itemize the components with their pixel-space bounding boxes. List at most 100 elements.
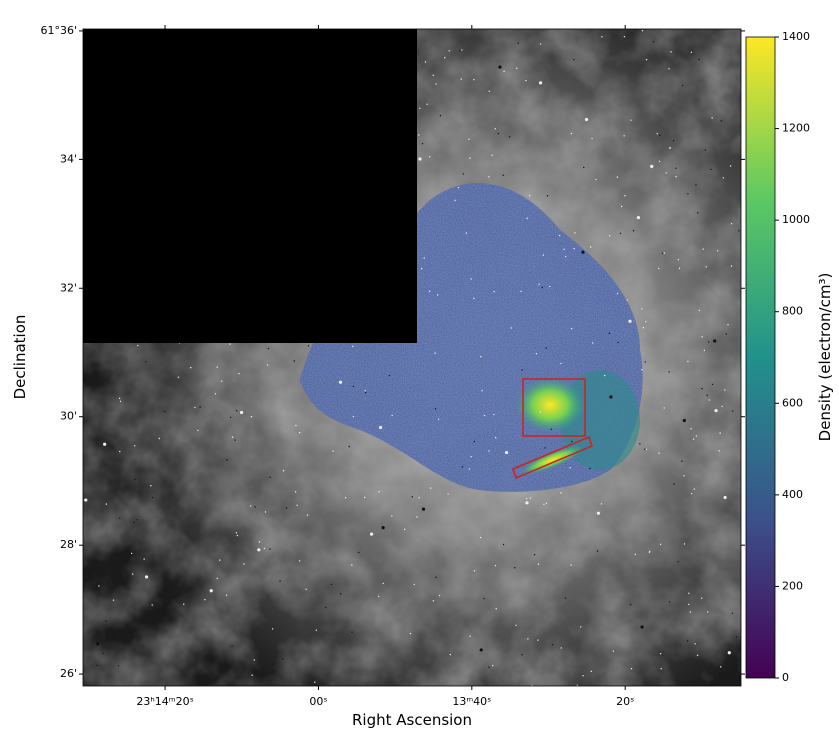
- star: [495, 608, 497, 610]
- star: [630, 604, 632, 606]
- star: [716, 250, 719, 252]
- star: [706, 394, 708, 397]
- star: [546, 195, 549, 197]
- star: [616, 176, 619, 178]
- y-tick-label: 61°36': [40, 24, 77, 37]
- star: [628, 319, 632, 323]
- star: [668, 601, 671, 603]
- star: [648, 550, 651, 553]
- x-tick-label: 23ʰ14ᵐ20ˢ: [136, 695, 193, 708]
- star: [681, 84, 684, 87]
- star: [364, 391, 367, 394]
- star: [535, 353, 538, 355]
- star: [687, 193, 689, 195]
- star: [269, 548, 271, 550]
- star: [216, 577, 218, 580]
- star: [695, 184, 697, 186]
- star: [705, 266, 707, 268]
- star: [229, 343, 231, 345]
- star: [644, 361, 646, 363]
- star: [652, 41, 655, 43]
- star: [330, 583, 333, 586]
- star: [688, 603, 690, 606]
- star: [590, 246, 592, 248]
- star: [609, 235, 611, 237]
- star: [483, 597, 485, 600]
- star: [573, 247, 575, 250]
- star: [563, 248, 565, 251]
- star: [332, 450, 334, 452]
- star: [727, 651, 731, 655]
- star: [352, 415, 355, 418]
- star: [644, 448, 646, 450]
- star: [117, 665, 120, 667]
- star: [418, 134, 420, 136]
- star: [483, 414, 486, 417]
- star: [719, 432, 721, 434]
- star: [690, 428, 692, 430]
- star: [249, 505, 252, 507]
- star: [177, 376, 180, 379]
- star: [439, 114, 442, 117]
- star: [735, 636, 738, 638]
- star: [460, 78, 462, 80]
- star: [269, 476, 271, 479]
- star: [437, 418, 440, 420]
- star: [378, 491, 380, 493]
- star: [677, 258, 680, 261]
- star: [630, 668, 633, 670]
- star: [96, 642, 100, 646]
- star: [214, 393, 217, 395]
- star: [434, 408, 437, 410]
- star: [498, 65, 502, 69]
- star: [239, 410, 244, 415]
- star: [266, 364, 269, 366]
- star: [492, 664, 494, 667]
- colorbar: [745, 36, 776, 679]
- star: [281, 658, 284, 660]
- star: [134, 478, 136, 481]
- star: [694, 643, 696, 645]
- star: [589, 467, 591, 470]
- star: [609, 395, 613, 399]
- star: [683, 475, 685, 477]
- star: [668, 68, 670, 70]
- star: [295, 424, 297, 427]
- star: [584, 117, 589, 122]
- star: [630, 119, 632, 121]
- star: [409, 632, 412, 635]
- star: [701, 336, 703, 338]
- star: [573, 58, 575, 61]
- star: [105, 503, 108, 505]
- star: [645, 448, 648, 451]
- star: [428, 290, 431, 292]
- colorbar-tick-label: 800: [782, 305, 803, 318]
- star: [494, 565, 497, 567]
- star: [658, 452, 660, 454]
- star: [539, 43, 542, 45]
- star: [382, 582, 384, 585]
- star: [707, 341, 710, 343]
- star: [692, 438, 695, 440]
- star: [379, 425, 383, 430]
- star: [267, 347, 270, 350]
- star: [236, 410, 238, 412]
- star: [570, 327, 573, 330]
- star: [134, 445, 136, 447]
- star: [421, 507, 426, 511]
- x-tick-label: 20ˢ: [616, 695, 634, 708]
- star: [711, 117, 713, 119]
- star: [702, 248, 704, 250]
- star: [219, 559, 221, 561]
- star: [708, 399, 711, 401]
- star: [279, 580, 281, 582]
- star: [231, 436, 234, 438]
- star: [525, 79, 527, 82]
- star: [338, 380, 343, 384]
- star: [665, 172, 667, 174]
- star: [703, 349, 706, 352]
- star: [707, 611, 709, 613]
- star: [133, 521, 135, 524]
- star: [596, 550, 599, 552]
- star: [419, 107, 421, 110]
